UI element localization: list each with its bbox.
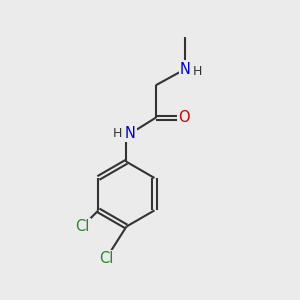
Text: O: O — [178, 110, 190, 125]
Text: N: N — [124, 126, 135, 141]
Text: H: H — [113, 127, 122, 140]
Text: Cl: Cl — [75, 219, 89, 234]
Text: N: N — [180, 61, 191, 76]
Text: Cl: Cl — [99, 251, 113, 266]
Text: H: H — [193, 65, 202, 78]
